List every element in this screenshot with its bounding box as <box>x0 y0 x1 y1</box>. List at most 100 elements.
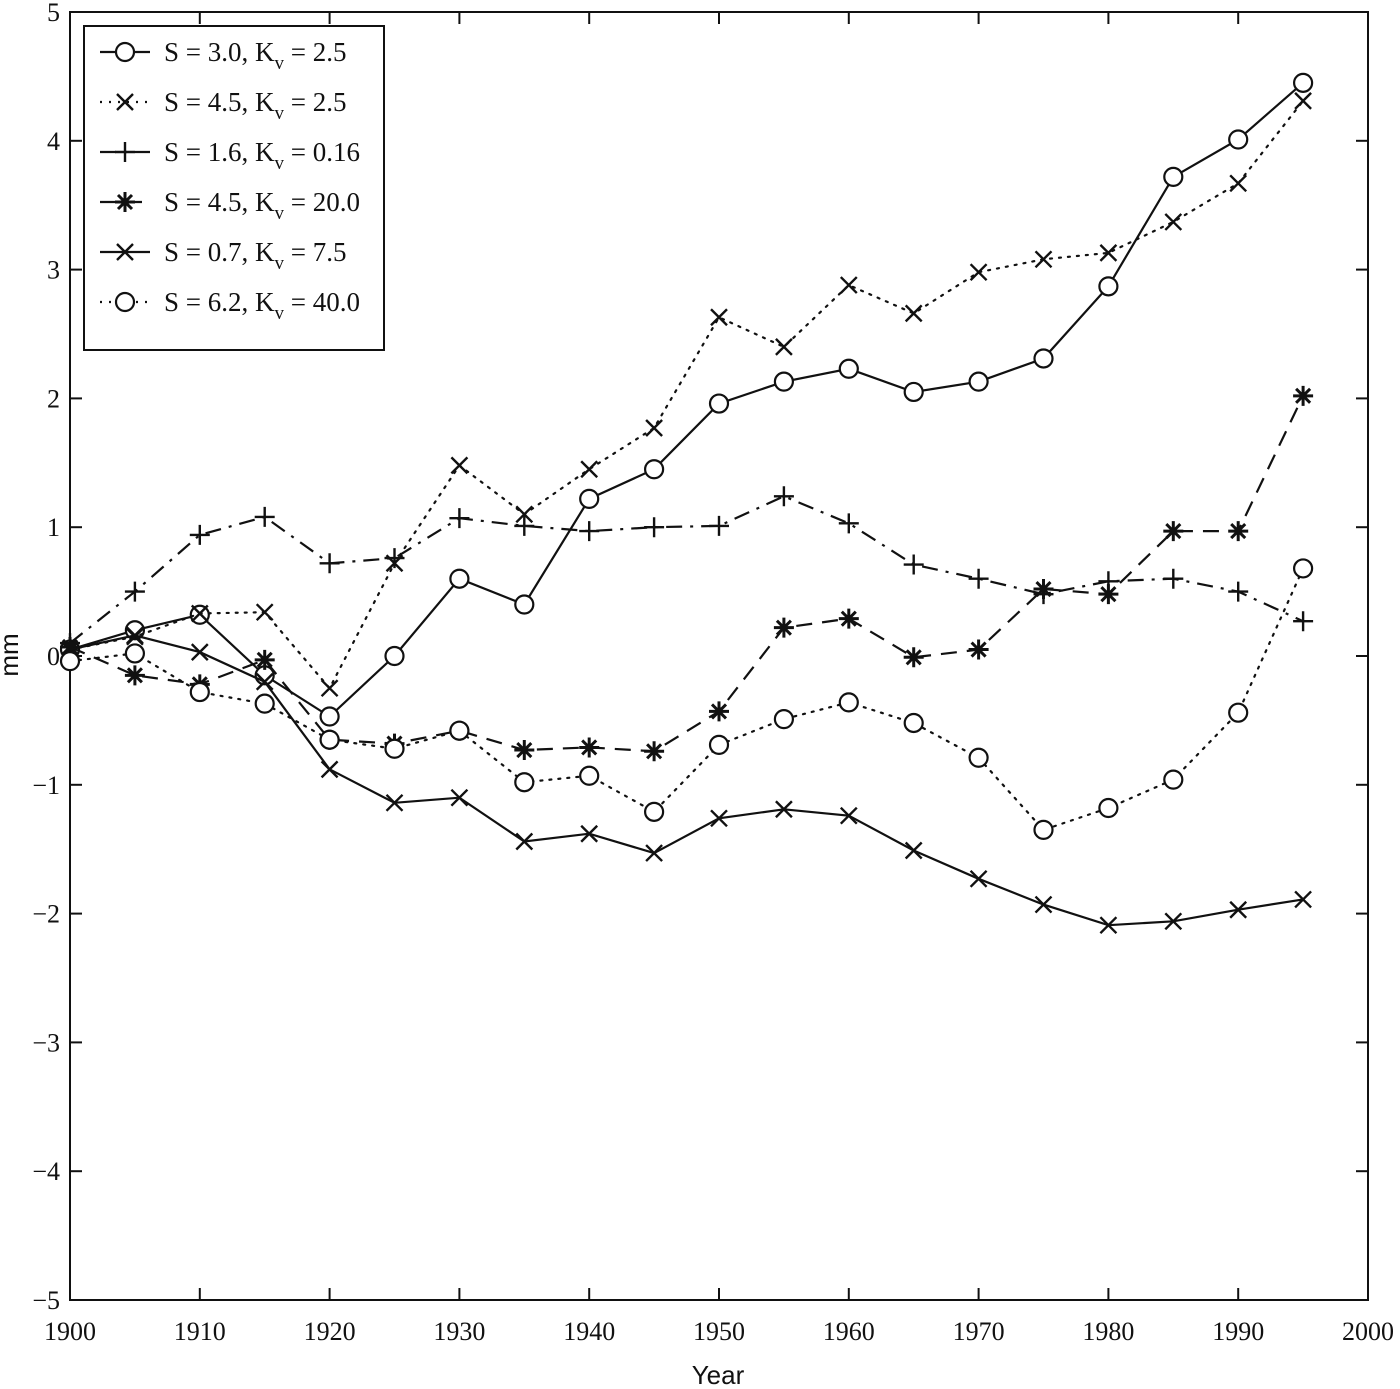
series-6 <box>59 558 1314 840</box>
series-3-point <box>903 554 924 575</box>
series-1-point <box>838 358 859 379</box>
series-3-point <box>1163 568 1184 589</box>
series-1-point <box>643 459 665 480</box>
series-5-point <box>1294 890 1312 909</box>
series-3-point <box>838 513 859 534</box>
legend-entry-3: S = 1.6, Kv = 0.16 <box>100 137 360 174</box>
series-4-line <box>69 395 1305 753</box>
legend-label: S = 4.5, Kv = 2.5 <box>164 87 346 124</box>
series-1-point <box>1163 166 1184 187</box>
series-2-point <box>320 679 339 698</box>
series-3-point <box>773 486 794 507</box>
series-1-point <box>968 371 989 392</box>
series-5-point <box>1034 895 1053 914</box>
series-6-point <box>384 738 405 759</box>
legend-box <box>83 25 385 351</box>
series-5-point <box>1229 900 1248 919</box>
series-3-point <box>319 553 340 574</box>
x-axis-label: Year <box>692 1360 745 1389</box>
series-5-point <box>1099 916 1118 935</box>
series-4 <box>60 385 1314 762</box>
x-tick-label: 1920 <box>304 1317 356 1346</box>
series-6-point <box>968 747 989 768</box>
series-6-point <box>903 712 924 734</box>
x-tick-label: 1910 <box>174 1317 226 1346</box>
series-6-point <box>124 643 145 664</box>
series-3-point <box>644 517 665 538</box>
series-2-point <box>450 456 469 475</box>
series-3-point <box>449 508 470 529</box>
series-3-point <box>514 515 535 536</box>
x-tick-label: 1960 <box>823 1317 875 1346</box>
y-tick-label: 0 <box>47 642 60 671</box>
series-5-point <box>320 760 339 779</box>
series-6-point <box>1228 702 1249 723</box>
series-6-point <box>838 692 859 713</box>
series-4-point <box>644 741 665 762</box>
y-tick-label: 3 <box>47 256 60 285</box>
y-tick-label: 4 <box>47 127 60 156</box>
series-3-line <box>69 495 1304 644</box>
series-6-point <box>449 720 470 741</box>
series-2-point <box>255 603 274 622</box>
y-tick-label: −5 <box>32 1286 60 1315</box>
series-1-point <box>1292 72 1314 93</box>
series-2-point <box>710 308 728 327</box>
legend-label: S = 4.5, Kv = 20.0 <box>164 187 360 224</box>
legend-marker <box>115 142 135 162</box>
series-1-point <box>903 381 924 403</box>
series-5-point <box>190 643 209 661</box>
x-tick-label: 2000 <box>1342 1317 1394 1346</box>
x-tick-label: 1930 <box>433 1317 485 1346</box>
series-6-point <box>1292 558 1314 579</box>
series-2-point <box>190 604 209 623</box>
series-1-line <box>69 81 1304 718</box>
series-1-point <box>708 393 730 414</box>
series-2-line <box>68 99 1305 691</box>
series-6-point <box>773 709 795 730</box>
series-layer <box>59 72 1314 935</box>
x-tick-label: 1990 <box>1212 1317 1264 1346</box>
series-6-point <box>643 801 665 822</box>
series-2 <box>61 92 1312 698</box>
series-4-point <box>60 636 80 657</box>
series-6-point <box>1033 819 1054 840</box>
series-5-point <box>710 809 728 828</box>
series-1-point <box>514 594 535 615</box>
series-1-point <box>384 645 405 667</box>
series-2-point <box>645 419 663 437</box>
series-5-point <box>385 793 404 812</box>
series-5-point <box>450 788 469 807</box>
legend-entry-1: S = 3.0, Kv = 2.5 <box>100 37 346 74</box>
series-4-point <box>838 608 859 629</box>
series-5-point <box>580 824 599 843</box>
series-1-point <box>579 488 600 509</box>
y-tick-label: −1 <box>32 771 60 800</box>
series-4-point <box>514 740 535 761</box>
series-2-point <box>904 304 923 323</box>
series-4-point <box>1228 521 1249 542</box>
series-4-point <box>968 639 989 660</box>
series-4-point <box>709 701 729 722</box>
legend-entry-5: S = 0.7, Kv = 7.5 <box>100 237 346 274</box>
legend-marker <box>114 41 136 63</box>
series-3-point <box>579 521 600 542</box>
series-4-point <box>1293 385 1314 406</box>
series-5-point <box>515 832 534 851</box>
series-1-point <box>449 568 470 589</box>
series-6-point <box>319 729 340 750</box>
y-axis-label: mm <box>0 633 24 676</box>
series-2-point <box>1229 174 1248 193</box>
series-5-point <box>126 626 144 645</box>
series-3-point <box>968 568 989 589</box>
series-5-point <box>775 800 793 819</box>
series-3-point <box>189 524 210 545</box>
series-2-point <box>969 263 988 282</box>
series-1 <box>59 72 1314 727</box>
series-6-line <box>68 567 1305 832</box>
series-5-point <box>255 672 274 691</box>
series-1-point <box>1033 348 1054 369</box>
series-1-point <box>1098 276 1119 297</box>
legend-marker <box>115 192 135 212</box>
y-tick-label: 1 <box>47 513 60 542</box>
